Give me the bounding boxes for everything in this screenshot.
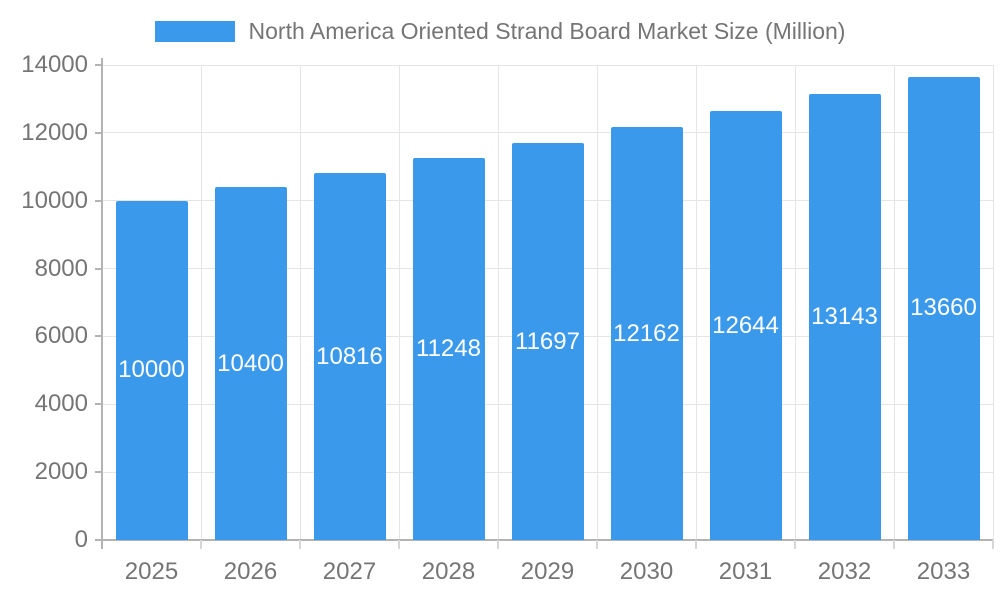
y-tick bbox=[95, 64, 102, 66]
gridline-vertical bbox=[596, 65, 598, 540]
y-axis-line bbox=[101, 58, 103, 549]
x-axis-label: 2025 bbox=[124, 558, 179, 585]
y-axis-label: 0 bbox=[74, 526, 88, 553]
bar: 10816 bbox=[313, 173, 386, 540]
y-axis-label: 10000 bbox=[21, 186, 88, 214]
x-tick bbox=[893, 540, 895, 549]
bar-value-label: 10816 bbox=[316, 342, 383, 370]
gridline-vertical bbox=[299, 65, 301, 540]
y-axis-label: 2000 bbox=[34, 458, 88, 486]
bar-value-label: 11697 bbox=[515, 327, 580, 355]
bar: 11248 bbox=[412, 158, 485, 540]
y-axis-label: 14000 bbox=[21, 51, 88, 78]
y-tick bbox=[95, 267, 102, 270]
x-tick bbox=[200, 540, 202, 549]
gridline-vertical bbox=[893, 65, 895, 540]
gridline-vertical bbox=[497, 65, 499, 540]
bar: 12162 bbox=[610, 127, 683, 540]
bar: 10400 bbox=[214, 187, 287, 540]
x-tick bbox=[695, 540, 697, 549]
x-tick bbox=[992, 540, 994, 549]
x-axis-label: 2031 bbox=[718, 558, 773, 585]
x-tick bbox=[398, 540, 400, 549]
y-axis-label: 12000 bbox=[21, 118, 88, 146]
bar: 12644 bbox=[709, 111, 782, 540]
bar-value-label: 10400 bbox=[217, 349, 284, 377]
bar-value-label: 13660 bbox=[910, 294, 977, 322]
gridline-vertical bbox=[992, 65, 994, 540]
gridline-horizontal bbox=[102, 64, 993, 66]
y-axis-label: 4000 bbox=[34, 390, 88, 418]
legend-swatch bbox=[154, 20, 235, 42]
y-tick bbox=[95, 199, 102, 202]
x-axis-label: 2030 bbox=[619, 558, 674, 585]
bar: 10000 bbox=[115, 200, 188, 540]
y-tick bbox=[95, 471, 102, 474]
x-axis-label: 2032 bbox=[817, 558, 872, 585]
x-tick bbox=[299, 540, 301, 549]
gridline-vertical bbox=[200, 65, 202, 540]
y-axis-label: 8000 bbox=[34, 254, 88, 282]
plot-area: 10000 10400 10816 11248 11697 12162 12644 13143… bbox=[101, 58, 994, 549]
y-tick bbox=[95, 131, 102, 134]
x-tick bbox=[596, 540, 598, 549]
x-tick bbox=[497, 540, 499, 549]
bar-value-label: 11248 bbox=[416, 335, 481, 363]
bar: 13143 bbox=[808, 94, 881, 540]
gridline-vertical bbox=[398, 65, 400, 540]
y-axis-label: 6000 bbox=[34, 322, 88, 350]
bar-value-label: 12162 bbox=[613, 319, 680, 347]
x-axis-label: 2028 bbox=[421, 558, 476, 585]
legend-item[interactable]: North America Oriented Strand Board Mark… bbox=[0, 17, 1000, 45]
bar-value-label: 10000 bbox=[118, 356, 185, 384]
bar-value-label: 12644 bbox=[712, 311, 779, 339]
x-axis-label: 2026 bbox=[223, 558, 278, 585]
x-tick bbox=[794, 540, 796, 549]
bar-value-label: 13143 bbox=[811, 303, 878, 331]
x-axis-label: 2027 bbox=[322, 558, 377, 585]
y-tick bbox=[95, 539, 102, 541]
y-tick bbox=[95, 403, 102, 406]
x-axis-label: 2033 bbox=[916, 558, 971, 585]
bar: 11697 bbox=[511, 143, 584, 540]
legend-label: North America Oriented Strand Board Mark… bbox=[248, 17, 846, 44]
gridline-vertical bbox=[695, 65, 697, 540]
gridline-horizontal bbox=[102, 132, 993, 134]
y-tick bbox=[95, 335, 102, 338]
bar: 13660 bbox=[907, 76, 980, 540]
x-axis-label: 2029 bbox=[520, 558, 575, 585]
gridline-vertical bbox=[794, 65, 796, 540]
x-axis-line bbox=[102, 539, 993, 541]
